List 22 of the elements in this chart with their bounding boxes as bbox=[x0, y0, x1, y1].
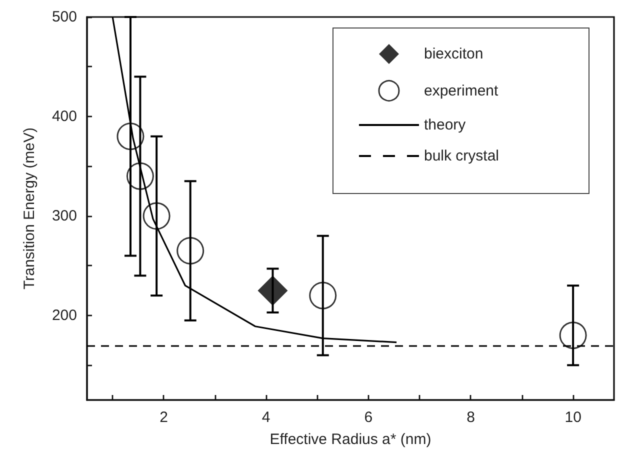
point bbox=[126, 162, 154, 190]
x-tick-label: 4 bbox=[262, 409, 270, 426]
y-tick-label: 500 bbox=[52, 8, 77, 26]
x-tick-label: 10 bbox=[564, 409, 582, 426]
point bbox=[142, 202, 170, 230]
point bbox=[258, 276, 288, 306]
y-tick-label: 200 bbox=[52, 306, 77, 324]
point bbox=[559, 322, 587, 350]
y-axis-title: Transition Energy (meV) bbox=[21, 128, 38, 290]
legend-label: theory bbox=[424, 116, 466, 134]
point bbox=[116, 122, 144, 150]
y-tick-label: 300 bbox=[52, 207, 77, 224]
y-tick-label: 400 bbox=[52, 108, 77, 125]
x-tick-label: 2 bbox=[160, 409, 168, 426]
point bbox=[309, 282, 337, 310]
x-tick-label: 8 bbox=[466, 409, 475, 426]
x-tick-label: 6 bbox=[364, 409, 373, 426]
point bbox=[176, 237, 204, 265]
x-axis-title: Effective Radius a* (nm) bbox=[270, 431, 432, 448]
legend-label: experiment bbox=[424, 82, 500, 100]
legend-label: biexciton bbox=[424, 46, 484, 62]
legend-label: bulk crystal bbox=[424, 148, 500, 164]
